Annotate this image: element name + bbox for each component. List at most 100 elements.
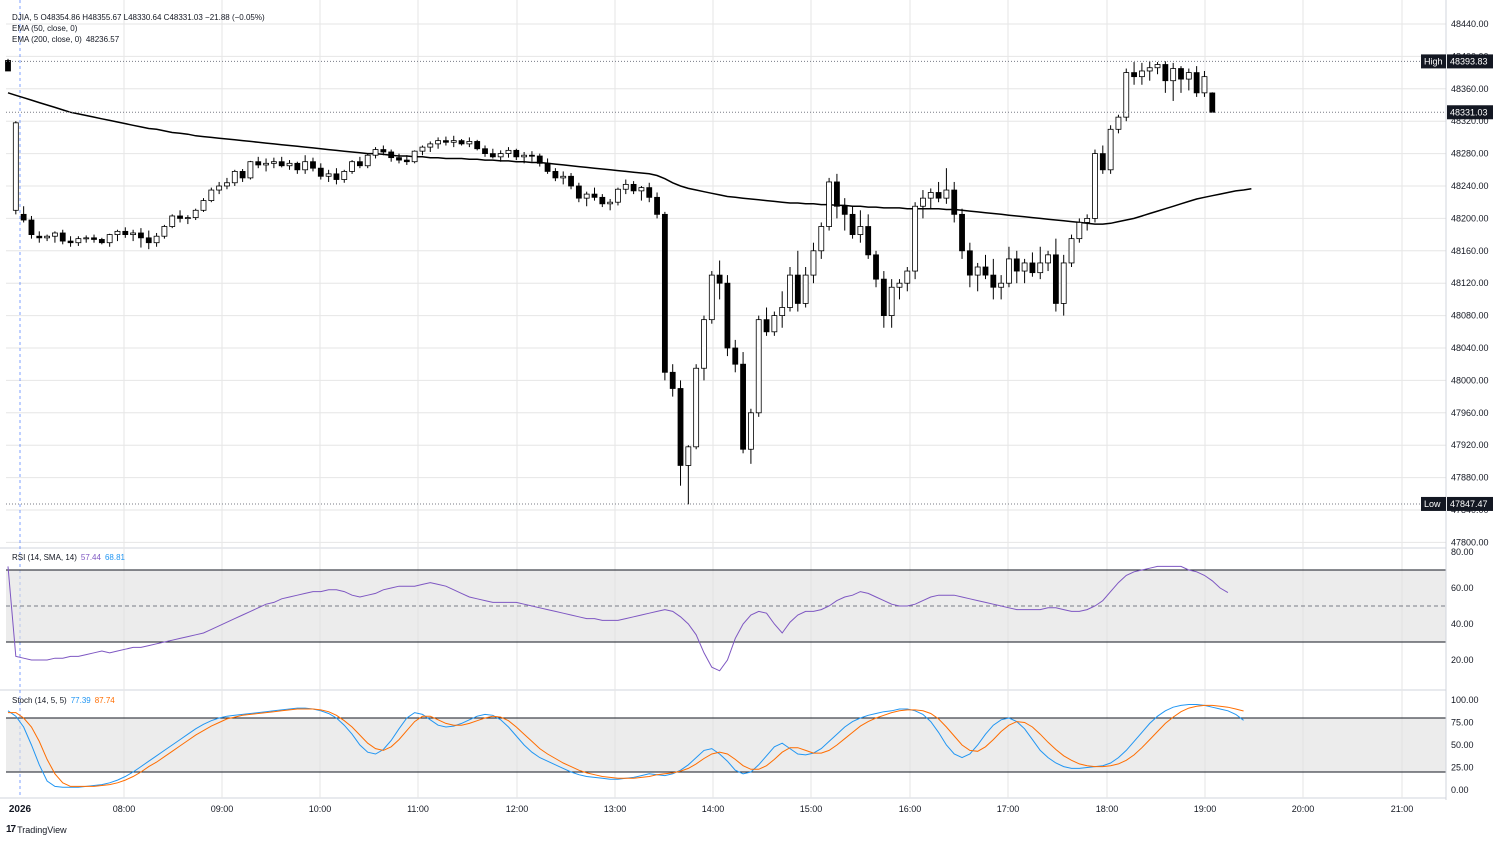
candle bbox=[693, 364, 700, 450]
candle bbox=[732, 339, 739, 373]
candle-body-up bbox=[106, 234, 113, 244]
candle bbox=[450, 135, 457, 148]
ema-200-line bbox=[7, 92, 1252, 225]
candle bbox=[685, 445, 692, 505]
time-tick-label: 13:00 bbox=[604, 804, 627, 814]
candle-body-down bbox=[513, 149, 520, 158]
candle bbox=[529, 151, 535, 162]
candle bbox=[1131, 62, 1137, 85]
candle bbox=[1006, 246, 1012, 288]
candle bbox=[920, 190, 926, 219]
candle-body-down bbox=[716, 274, 723, 284]
candle-body-down bbox=[1193, 72, 1200, 94]
candle-body-down bbox=[552, 171, 559, 179]
candle bbox=[755, 315, 762, 417]
candle-body-down bbox=[177, 215, 183, 219]
candle-body-up bbox=[920, 197, 926, 207]
candle bbox=[106, 233, 113, 247]
candle bbox=[896, 279, 903, 300]
candle bbox=[1013, 250, 1020, 284]
high-marker-value-box bbox=[1447, 54, 1493, 69]
candle bbox=[427, 141, 434, 152]
candle bbox=[654, 192, 660, 219]
candle bbox=[231, 169, 238, 186]
candle-body-down bbox=[403, 159, 410, 163]
candle bbox=[356, 156, 363, 169]
time-tick-label: 2026 bbox=[9, 804, 32, 815]
candle bbox=[1170, 62, 1177, 101]
stoch-tick-label: 25.00 bbox=[1451, 763, 1474, 773]
candle bbox=[1084, 214, 1091, 231]
time-tick-label: 08:00 bbox=[113, 804, 136, 814]
candle-body-up bbox=[998, 282, 1005, 288]
time-tick-label: 12:00 bbox=[506, 804, 529, 814]
candle-body-up bbox=[771, 315, 778, 333]
candle bbox=[153, 232, 160, 247]
candle bbox=[834, 173, 840, 219]
candle-body-up bbox=[1146, 67, 1153, 72]
candle-body-down bbox=[794, 274, 801, 304]
candle-body-up bbox=[638, 187, 645, 192]
candle bbox=[568, 173, 574, 190]
candle-body-down bbox=[1052, 254, 1059, 304]
candle-body-up bbox=[748, 412, 754, 450]
candle bbox=[943, 168, 950, 204]
candle-body-up bbox=[224, 182, 230, 187]
candle bbox=[278, 156, 285, 168]
rsi-tick-label: 40.00 bbox=[1451, 619, 1474, 629]
time-tick-label: 14:00 bbox=[702, 804, 725, 814]
candle bbox=[435, 137, 442, 149]
candle-body-up bbox=[787, 274, 793, 308]
candle-body-down bbox=[591, 193, 598, 198]
candle bbox=[536, 153, 543, 167]
candle bbox=[270, 157, 277, 169]
candle-body-down bbox=[841, 205, 848, 215]
candle-body-up bbox=[693, 367, 700, 448]
tradingview-brand[interactable]: 17 TradingView bbox=[6, 824, 67, 835]
candle bbox=[317, 163, 324, 180]
price-tick-label: 48000.00 bbox=[1451, 375, 1489, 385]
candle-body-down bbox=[482, 148, 488, 155]
candle bbox=[489, 148, 496, 159]
candle-body-up bbox=[685, 446, 692, 466]
time-tick-label: 18:00 bbox=[1096, 804, 1119, 814]
candle bbox=[591, 187, 598, 201]
candle bbox=[935, 181, 942, 203]
candle-body-up bbox=[1037, 262, 1044, 274]
stoch-tick-label: 100.00 bbox=[1451, 695, 1479, 705]
candle bbox=[67, 236, 74, 247]
candle bbox=[52, 231, 58, 243]
candle bbox=[59, 229, 66, 245]
time-axis: 2026 08:00 09:00 10:00 11:00 12:00 13:00 14:00 1… bbox=[9, 804, 1413, 815]
candle bbox=[1037, 246, 1044, 280]
candle-body-up bbox=[521, 154, 528, 158]
candle bbox=[263, 158, 269, 172]
low-marker-label-box bbox=[1421, 496, 1446, 511]
candle bbox=[458, 139, 465, 146]
candle bbox=[1146, 61, 1153, 81]
candle-body-up bbox=[622, 183, 629, 190]
candle bbox=[1092, 149, 1098, 223]
candle bbox=[677, 380, 684, 486]
candle-body-down bbox=[599, 196, 606, 205]
candle-body-down bbox=[380, 149, 387, 153]
candle-body-down bbox=[98, 239, 105, 244]
candle-body-up bbox=[1115, 116, 1122, 130]
candle bbox=[286, 160, 293, 170]
candle bbox=[161, 224, 168, 239]
candle bbox=[1107, 125, 1114, 174]
candle-body-down bbox=[122, 230, 129, 236]
candle bbox=[83, 235, 90, 243]
ema-200-path bbox=[7, 92, 1252, 225]
low-marker-value-box bbox=[1447, 496, 1493, 511]
candle-body-down bbox=[474, 141, 481, 150]
high-marker-value: 48393.83 bbox=[1450, 56, 1488, 66]
price-tick-label: 48240.00 bbox=[1451, 181, 1489, 191]
price-tick-label: 48040.00 bbox=[1451, 343, 1489, 353]
candle-body-up bbox=[341, 171, 348, 180]
candle bbox=[396, 153, 402, 164]
candle bbox=[982, 254, 989, 280]
stoch-band bbox=[6, 718, 1446, 772]
candle-body-up bbox=[349, 161, 355, 172]
